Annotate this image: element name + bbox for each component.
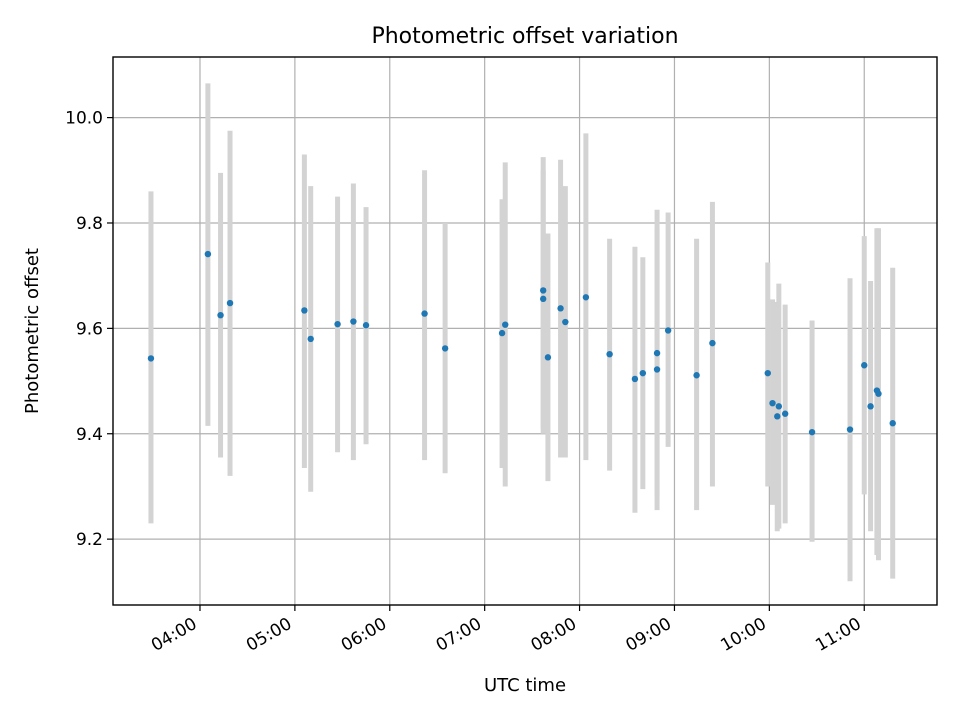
data-point [562,318,569,326]
y-axis-label: Photometric offset [22,248,43,414]
data-point [846,426,854,433]
data-point [774,413,781,420]
y-tick-label: 10.0 [65,109,103,129]
y-tick-label: 9.4 [76,425,103,445]
plot-frame [112,56,938,606]
data-point [664,327,672,334]
chart-title: Photometric offset variation [371,24,678,49]
data-point [769,399,776,407]
data-point [775,403,783,410]
data-point [693,372,700,379]
data-point [709,339,716,347]
data-point [582,294,590,301]
data-point [204,250,212,258]
data-point [808,428,816,436]
data-point [557,305,564,312]
data-point [350,318,357,325]
data-point [639,369,647,377]
data-point [217,311,224,319]
data-point [875,390,882,397]
grid-lines [113,57,937,605]
data-point [781,410,789,417]
y-tick-label: 9.6 [76,319,103,339]
data-point [539,295,547,303]
data-point [421,310,428,317]
data-point [631,375,639,383]
data-point [764,369,771,377]
data-point [498,329,506,337]
data-point [889,420,896,427]
data-point [307,335,314,343]
data-point [502,321,509,328]
data-point [362,322,370,329]
y-tick-label: 9.2 [76,530,103,550]
data-point [301,307,308,314]
data-point [861,362,868,369]
data-point [606,350,613,358]
y-tick-label: 9.8 [76,214,103,234]
data-point [867,403,874,410]
data-point [334,320,341,328]
data-point [653,349,661,357]
data-point [147,355,155,362]
data-point [226,299,234,307]
data-point [539,287,547,294]
data-points [147,250,896,436]
x-axis-label: UTC time [484,675,566,696]
data-point [544,354,552,361]
data-point [653,366,661,373]
data-point [441,345,449,352]
